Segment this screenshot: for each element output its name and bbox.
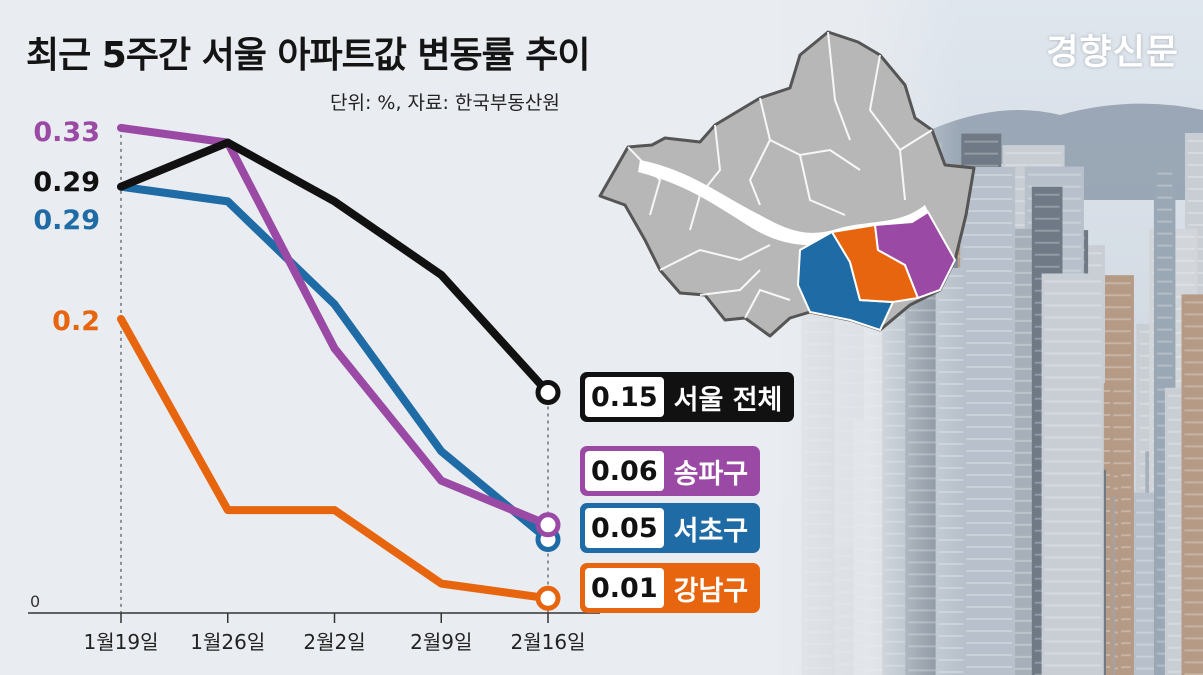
x-tick-label: 2월16일	[511, 630, 586, 654]
end-marker-songpa	[535, 512, 561, 538]
end-callout-gangnam: 0.01 강남구	[580, 563, 761, 613]
y-zero-label: 0	[30, 592, 40, 611]
series-name: 서울 전체	[673, 384, 783, 416]
series-line-gangnam	[117, 315, 552, 603]
start-label-songpa: 0.33	[33, 117, 100, 148]
start-value-labels: 0.29 0.33 0.29 0.2	[33, 117, 100, 337]
x-tick-label: 1월19일	[84, 630, 159, 654]
han-river	[638, 160, 930, 246]
building	[960, 167, 1016, 675]
start-label-seocho: 0.29	[33, 205, 100, 236]
end-marker-gangnam	[535, 585, 561, 611]
building	[1181, 294, 1203, 675]
end-value: 0.15	[585, 377, 664, 417]
series-name: 강남구	[673, 575, 749, 607]
series-lines	[117, 123, 561, 611]
unit-source-note: 단위: %, 자료: 한국부동산원	[330, 92, 560, 114]
end-callout-seoul-total: 0.15 서울 전체	[580, 372, 795, 422]
end-callout-seocho: 0.05 서초구	[580, 503, 761, 553]
end-value: 0.05	[585, 508, 664, 548]
end-marker-seoul-total	[535, 380, 561, 405]
start-label-gangnam: 0.2	[52, 306, 100, 337]
x-tick-labels: 1월19일 1월26일 2월2일 2월9일 2월16일	[84, 630, 586, 654]
end-value: 0.06	[585, 451, 664, 491]
x-tick-label: 2월2일	[303, 630, 365, 654]
series-line-songpa	[117, 123, 552, 529]
chart-title: 최근 5주간 서울 아파트값 변동률 추이	[26, 35, 591, 76]
end-value: 0.01	[585, 568, 664, 608]
x-axis: 0	[28, 592, 600, 623]
series-line-seoul-total	[117, 138, 552, 397]
end-callout-songpa: 0.06 송파구	[580, 446, 761, 496]
seoul-district-map	[598, 30, 976, 338]
series-name: 서초구	[673, 515, 749, 547]
x-tick-label: 2월9일	[410, 630, 472, 654]
start-label-seoul-total: 0.29	[33, 167, 100, 198]
building	[1041, 273, 1104, 675]
publisher-logo: 경향신문	[1046, 32, 1179, 73]
series-name: 송파구	[673, 458, 749, 490]
district-songpa	[873, 210, 957, 300]
x-tick-label: 1월26일	[190, 630, 265, 654]
series-line-seocho	[117, 182, 552, 544]
guide-lines	[120, 127, 549, 613]
